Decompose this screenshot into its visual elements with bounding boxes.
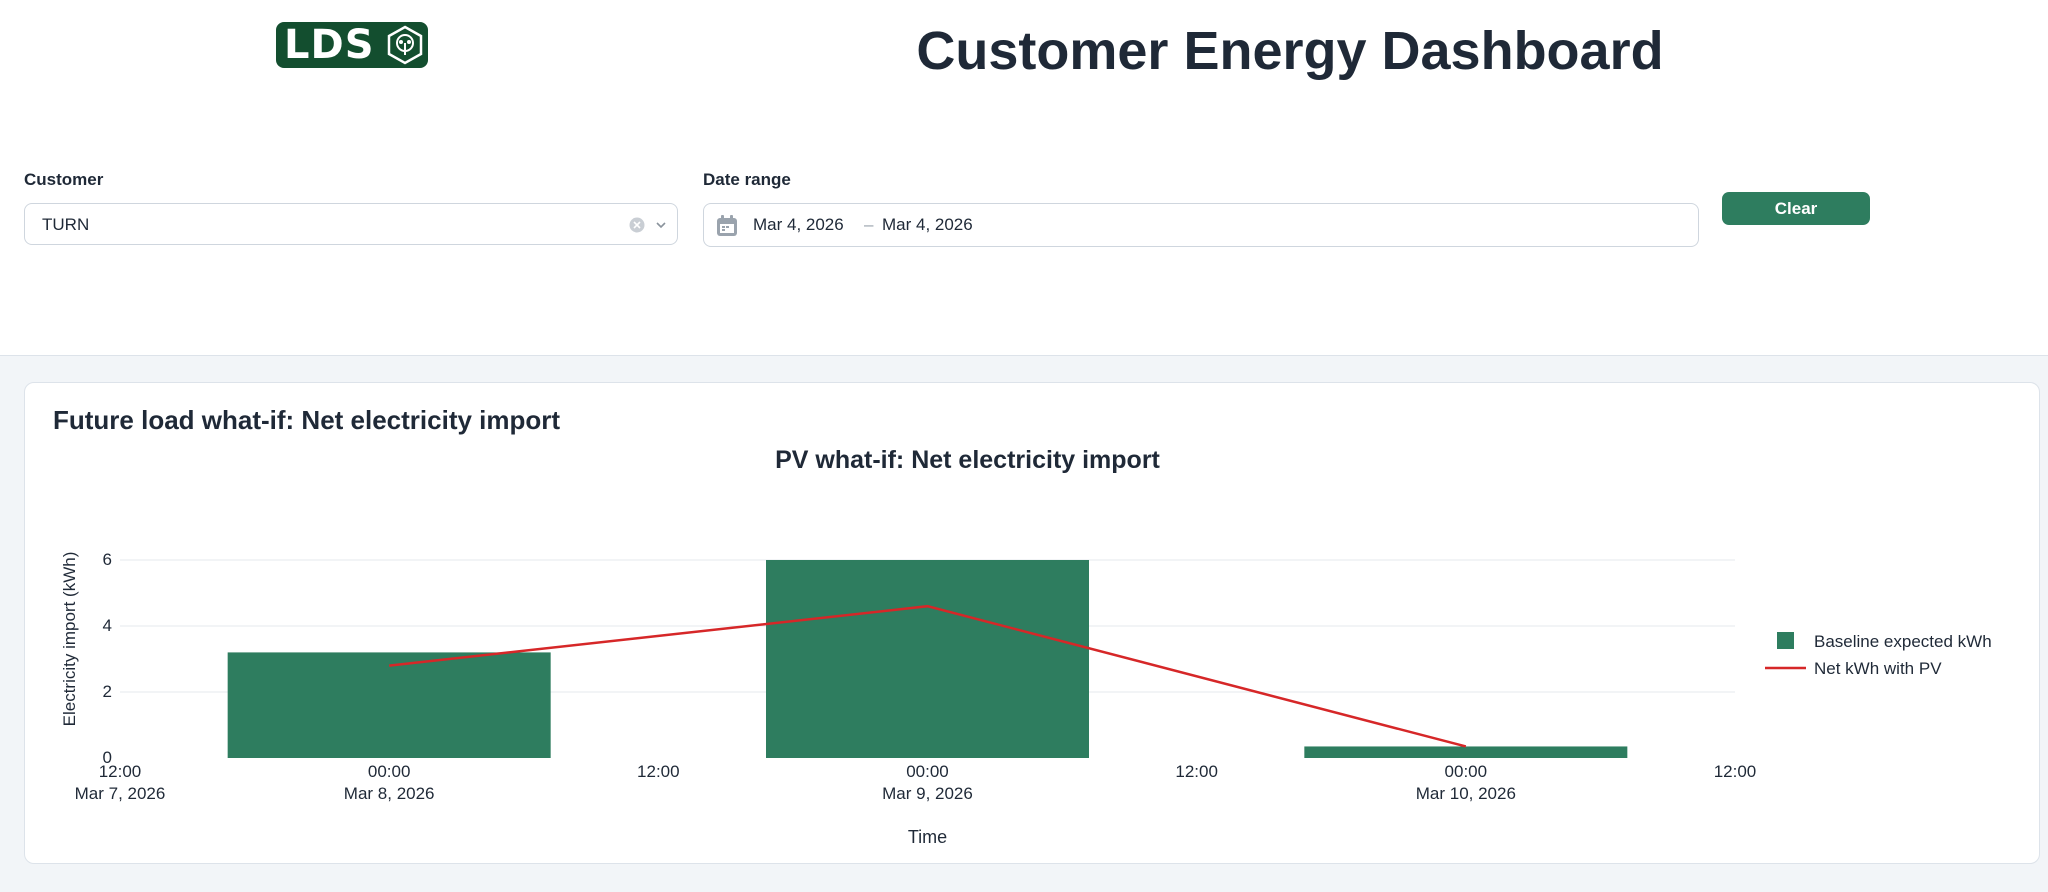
x-tick-date-label: Mar 10, 2026 xyxy=(1416,784,1516,803)
y-tick-label: 6 xyxy=(103,550,112,569)
bar-baseline-expected xyxy=(766,560,1089,758)
customer-select-value: TURN xyxy=(42,215,90,234)
net-import-chart: PV what-if: Net electricity import 0 2 4 6 12… xyxy=(60,446,1992,847)
x-tick-label: 00:00 xyxy=(906,762,949,781)
x-tick-label: 12:00 xyxy=(1175,762,1218,781)
x-tick-label: 12:00 xyxy=(99,762,142,781)
customer-label: Customer xyxy=(24,170,104,189)
calendar-icon xyxy=(717,215,737,236)
date-range-label: Date range xyxy=(703,170,791,189)
x-tick-date-label: Mar 9, 2026 xyxy=(882,784,973,803)
legend-label-net: Net kWh with PV xyxy=(1814,659,1942,678)
clear-selection-icon[interactable] xyxy=(629,217,645,233)
x-tick-label: 00:00 xyxy=(368,762,411,781)
x-tick-label: 12:00 xyxy=(1714,762,1757,781)
clear-button[interactable]: Clear xyxy=(1722,192,1870,225)
x-tick-label: 00:00 xyxy=(1445,762,1488,781)
x-tick-date-label: Mar 8, 2026 xyxy=(344,784,435,803)
card-title: Future load what-if: Net electricity imp… xyxy=(53,405,561,435)
bar-baseline-expected xyxy=(227,652,551,758)
x-tick-label: 12:00 xyxy=(637,762,680,781)
date-from-value[interactable]: Mar 4, 2026 xyxy=(753,215,844,234)
header-panel: LDS Customer Energy Dashboard Customer T… xyxy=(0,0,2048,356)
bar-baseline-expected xyxy=(1304,746,1628,758)
y-tick-label: 4 xyxy=(103,616,112,635)
customer-select[interactable]: TURN xyxy=(24,203,678,245)
x-tick-date-label: Mar 7, 2026 xyxy=(75,784,166,803)
line-net-with-pv xyxy=(389,604,1467,748)
chart-card: Future load what-if: Net electricity imp… xyxy=(24,382,2040,864)
legend-label-baseline: Baseline expected kWh xyxy=(1814,632,1992,651)
chart-title: PV what-if: Net electricity import xyxy=(775,446,1160,474)
y-axis-title: Electricity import (kWh) xyxy=(60,552,79,727)
x-axis-title: Time xyxy=(908,827,947,847)
logo-emblem-icon xyxy=(387,25,423,65)
legend-swatch-baseline xyxy=(1777,632,1794,649)
date-separator: – xyxy=(864,215,874,234)
y-tick-label: 0 xyxy=(103,748,112,767)
y-tick-label: 2 xyxy=(103,682,112,701)
chevron-down-icon[interactable] xyxy=(655,220,667,230)
date-range-picker[interactable]: Mar 4, 2026 – Mar 4, 2026 xyxy=(703,203,1699,247)
company-logo: LDS xyxy=(276,22,428,68)
date-to-value[interactable]: Mar 4, 2026 xyxy=(882,215,973,234)
logo-text: LDS xyxy=(284,22,375,68)
page-title: Customer Energy Dashboard xyxy=(916,21,1664,81)
